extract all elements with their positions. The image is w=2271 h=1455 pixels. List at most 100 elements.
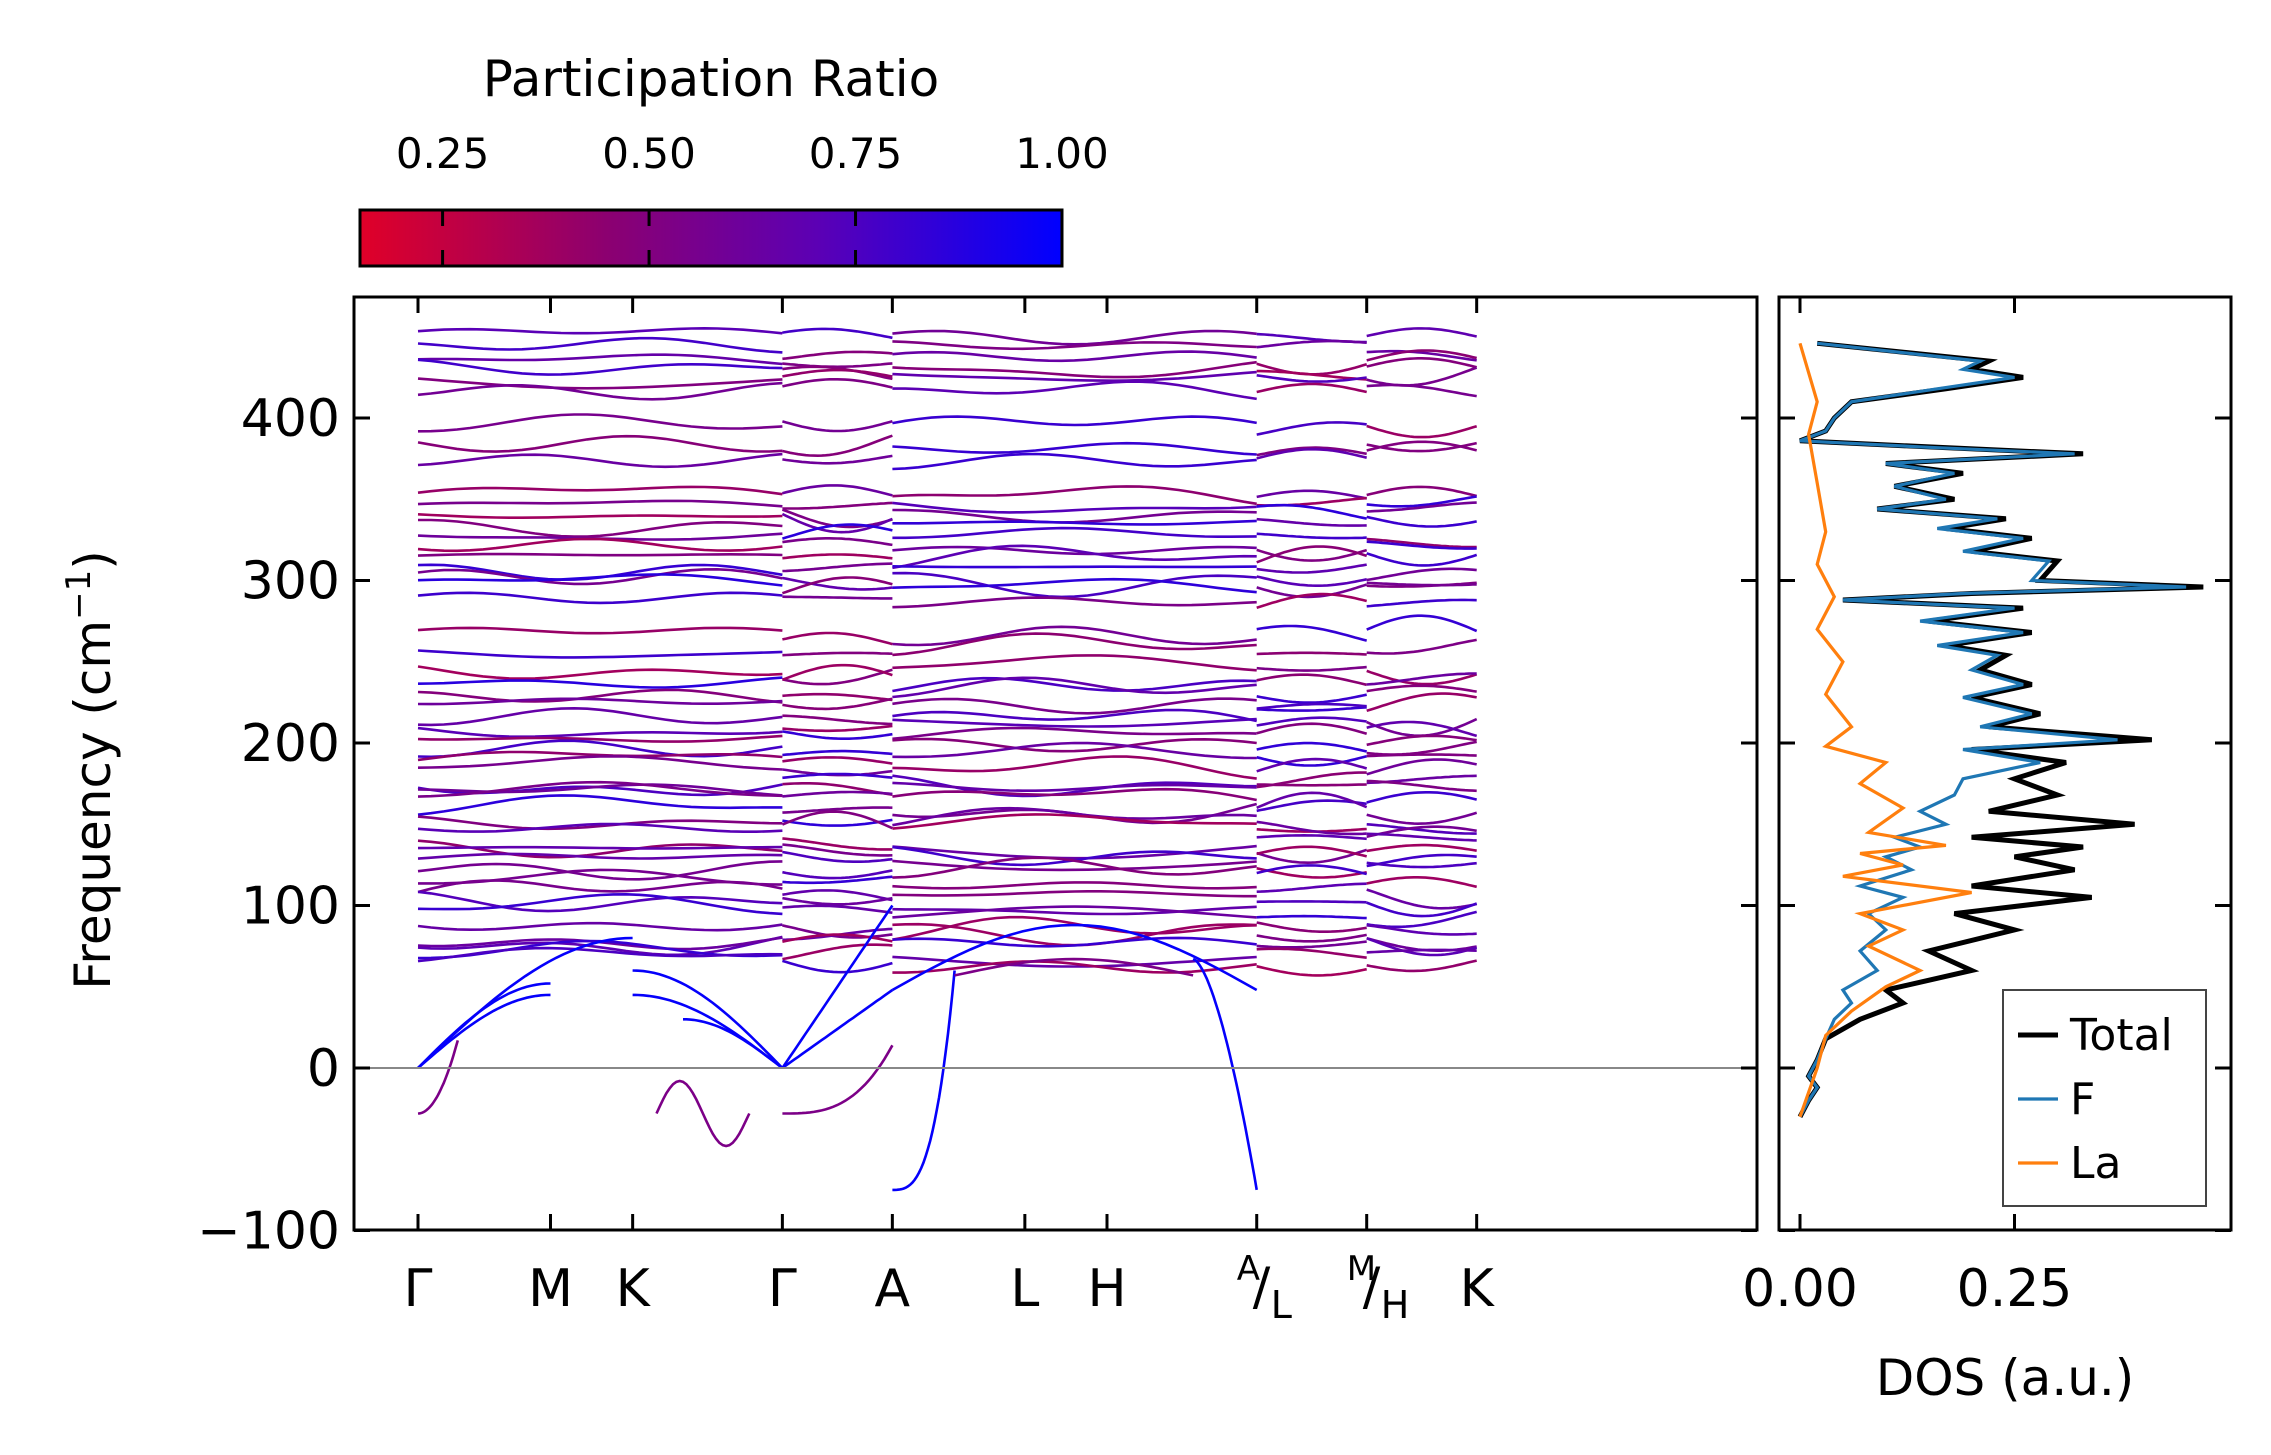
band-branch [1366, 581, 1477, 587]
band-branch [1256, 864, 1367, 876]
band-branch [1256, 933, 1367, 943]
band-branch [1366, 853, 1477, 868]
band-branch [782, 806, 893, 814]
band-branch [781, 988, 894, 1070]
band-branch [1366, 537, 1477, 549]
band-branch [782, 368, 893, 378]
band-branch [1256, 921, 1367, 933]
band-branch [892, 340, 1257, 351]
band-branch [892, 545, 1257, 556]
band-branch [782, 631, 893, 646]
band-branch [417, 734, 783, 743]
band-branch [417, 892, 783, 916]
band-branch [1366, 823, 1477, 835]
band-branch [1366, 424, 1478, 439]
band-branch [782, 668, 893, 686]
band-branch [1256, 702, 1367, 710]
band-branch [1256, 755, 1368, 767]
band-branch [782, 756, 893, 765]
band-branch [782, 749, 893, 757]
band-branch [892, 544, 1257, 570]
band-branch [1256, 799, 1367, 813]
band-branch [892, 632, 1257, 657]
band-branch [782, 697, 893, 711]
band-branch [782, 1044, 894, 1115]
band-branch [1256, 940, 1367, 949]
band-branch [1256, 833, 1367, 841]
band-branch [417, 573, 783, 587]
x-tick-label-slash: / [1363, 1257, 1381, 1317]
band-branch [782, 850, 893, 863]
band-branch [892, 856, 1257, 879]
band-branch [1366, 669, 1478, 686]
band-branch [417, 676, 783, 689]
band-branch [1366, 937, 1478, 957]
band-branch [892, 452, 1257, 471]
band-branch [417, 591, 783, 605]
band-branch [782, 724, 893, 733]
band-branch [892, 625, 1257, 647]
band-branch [892, 508, 1257, 524]
band-branch [1256, 845, 1368, 858]
band-branch [892, 737, 1257, 753]
band-branch [892, 813, 1257, 830]
colorbar-tick-label: 0.25 [396, 129, 490, 178]
band-branch [417, 783, 783, 797]
band-branch [892, 844, 1257, 860]
band-branch [1256, 848, 1368, 865]
dos-line-total [1797, 340, 2204, 1118]
band-branch [1366, 876, 1477, 889]
dos-x-tick-label: 0.00 [1742, 1259, 1858, 1319]
band-branch [892, 881, 1257, 890]
band-branch [1256, 532, 1367, 540]
band-branch [1256, 446, 1367, 457]
legend-label: Total [2069, 1010, 2173, 1061]
band-branch [1366, 843, 1477, 853]
band-branch [1366, 684, 1477, 693]
y-tick-label: 300 [241, 552, 340, 612]
band-branch [782, 959, 893, 974]
band-branch [1256, 783, 1367, 787]
band-branch [1366, 540, 1477, 550]
band-branch [1256, 339, 1367, 349]
band-branch [417, 815, 783, 831]
band-branch [417, 794, 783, 816]
band-branch [417, 688, 783, 704]
band-branch [782, 378, 893, 389]
band-branch [892, 329, 1257, 346]
band-branch [892, 441, 1257, 456]
band-branch [1256, 575, 1367, 587]
band-branch [417, 839, 783, 859]
band-branch [892, 676, 1257, 693]
band-branch [1366, 495, 1477, 508]
band-branch [892, 380, 1257, 401]
band-branch [892, 360, 1257, 379]
band-branch [782, 818, 893, 827]
band-plot-frame [352, 295, 1759, 1232]
band-branch [417, 754, 783, 771]
legend-entries: Total F La [2018, 1010, 2173, 1189]
band-branch [683, 1018, 784, 1070]
band-branch [892, 787, 1257, 802]
band-branch [892, 654, 1257, 672]
band-branch [1256, 503, 1367, 520]
band-branch [782, 772, 893, 780]
band-branch [417, 780, 783, 798]
band-branch [892, 806, 1257, 827]
y-axis-title: Frequency (cm−1) [59, 550, 122, 990]
band-branch [1256, 624, 1368, 642]
band-branch [1256, 517, 1367, 527]
band-branch [1256, 369, 1367, 381]
band-branch [417, 513, 783, 519]
band-branch [892, 717, 1257, 728]
band-branch [417, 452, 783, 469]
x-tick-label: Γ [404, 1259, 433, 1319]
band-branch [1366, 791, 1478, 804]
dos-line-la [1798, 342, 1972, 1118]
y-tick-label: 400 [241, 389, 340, 449]
band-branch [892, 960, 1257, 974]
band-branch [417, 381, 783, 401]
band-branch [1366, 692, 1477, 713]
band-branch [1256, 741, 1367, 753]
